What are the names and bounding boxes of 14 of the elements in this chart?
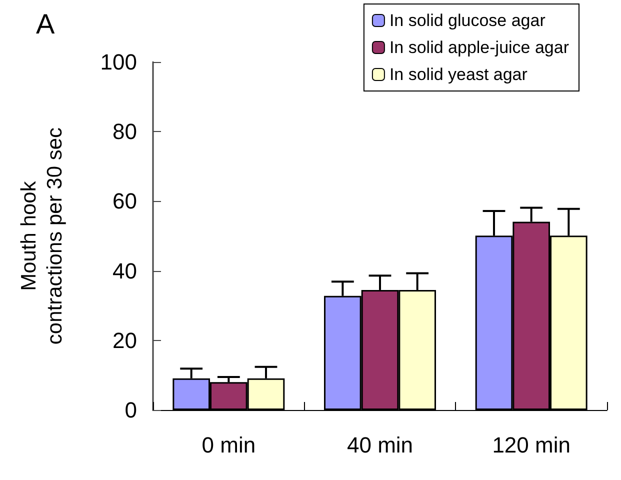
- text: A: [36, 8, 55, 40]
- legend-label: In solid apple-juice agar: [389, 38, 570, 57]
- y-tick-label: 60: [112, 188, 137, 214]
- y-tick-label: 0: [124, 398, 137, 422]
- x-tick-label: 40 min: [346, 432, 414, 458]
- x-tick-label: 120 min: [492, 432, 570, 458]
- y-tick-label: 20: [112, 328, 137, 353]
- y-tick-label: 80: [112, 119, 137, 144]
- y-tick-label: 100: [100, 50, 137, 74]
- y-tick-label: 40: [112, 258, 137, 284]
- legend-label: In solid yeast agar: [389, 65, 528, 84]
- x-tick-label: 0 min: [202, 432, 256, 458]
- y-axis-title: Mouth hook contractions per 30 sec: [18, 127, 66, 345]
- legend-label: In solid glucose agar: [389, 11, 546, 30]
